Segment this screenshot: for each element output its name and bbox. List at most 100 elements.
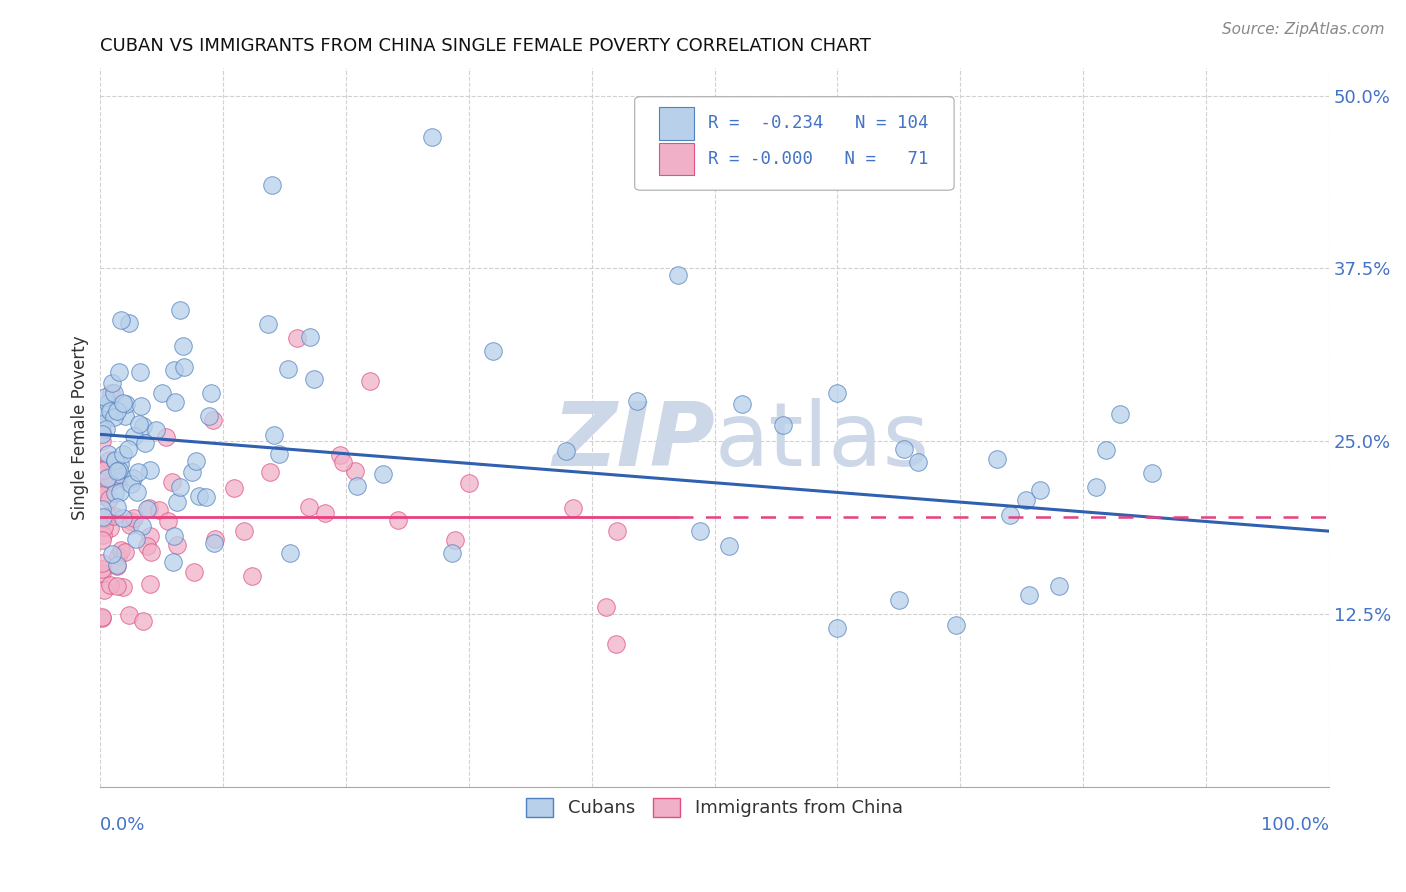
Point bbox=[103, 386, 125, 401]
Point bbox=[101, 376, 124, 391]
Point bbox=[112, 580, 135, 594]
Point bbox=[184, 453, 207, 467]
Text: atlas: atlas bbox=[714, 399, 929, 485]
Point bbox=[93, 520, 115, 534]
Point bbox=[162, 475, 184, 489]
Text: ZIP: ZIP bbox=[551, 399, 714, 485]
Text: CUBAN VS IMMIGRANTS FROM CHINA SINGLE FEMALE POVERTY CORRELATION CHART: CUBAN VS IMMIGRANTS FROM CHINA SINGLE FE… bbox=[100, 37, 872, 55]
Point bbox=[122, 511, 145, 525]
Point bbox=[606, 524, 628, 538]
Point bbox=[157, 514, 180, 528]
Point bbox=[110, 313, 132, 327]
Point bbox=[689, 524, 711, 539]
Point bbox=[562, 501, 585, 516]
Point bbox=[1018, 589, 1040, 603]
Point bbox=[256, 317, 278, 331]
Point bbox=[165, 394, 187, 409]
Point bbox=[731, 397, 754, 411]
Point bbox=[91, 482, 114, 496]
Point bbox=[259, 465, 281, 479]
Point bbox=[204, 532, 226, 546]
Point bbox=[98, 578, 121, 592]
Point bbox=[124, 428, 146, 442]
Point bbox=[118, 518, 141, 533]
Point bbox=[97, 447, 120, 461]
Point bbox=[267, 447, 290, 461]
Point bbox=[155, 430, 177, 444]
Point bbox=[98, 404, 121, 418]
Point bbox=[371, 467, 394, 481]
Point bbox=[1109, 407, 1132, 421]
Point bbox=[166, 538, 188, 552]
Point bbox=[302, 372, 325, 386]
Point bbox=[887, 593, 910, 607]
Point bbox=[104, 454, 127, 468]
Point bbox=[100, 402, 122, 417]
Point bbox=[110, 543, 132, 558]
Point bbox=[104, 486, 127, 500]
Point bbox=[120, 514, 142, 528]
Point bbox=[134, 436, 156, 450]
Point bbox=[1015, 492, 1038, 507]
Point bbox=[986, 452, 1008, 467]
Point bbox=[129, 399, 152, 413]
Point bbox=[1095, 442, 1118, 457]
Point bbox=[420, 130, 443, 145]
Point bbox=[827, 385, 849, 400]
Point bbox=[105, 464, 128, 478]
Point bbox=[108, 467, 131, 481]
Point bbox=[110, 485, 132, 500]
Point bbox=[91, 426, 114, 441]
Point bbox=[893, 442, 915, 457]
Point bbox=[90, 502, 112, 516]
Bar bbox=[659, 107, 693, 139]
Point bbox=[112, 447, 135, 461]
Point bbox=[114, 409, 136, 424]
Point bbox=[188, 489, 211, 503]
Point bbox=[222, 482, 245, 496]
Point bbox=[131, 519, 153, 533]
Point bbox=[198, 409, 221, 423]
Point bbox=[298, 500, 321, 514]
Point bbox=[1047, 579, 1070, 593]
Point bbox=[118, 607, 141, 622]
Point bbox=[105, 558, 128, 573]
Point bbox=[163, 529, 186, 543]
Point bbox=[440, 546, 463, 560]
Point bbox=[100, 547, 122, 561]
Point bbox=[93, 390, 115, 404]
Point bbox=[132, 615, 155, 629]
Point bbox=[114, 544, 136, 558]
Point bbox=[105, 500, 128, 515]
Point bbox=[717, 539, 740, 553]
Point bbox=[666, 268, 689, 283]
Point bbox=[1029, 483, 1052, 498]
Point bbox=[107, 549, 129, 563]
Point bbox=[122, 471, 145, 485]
Point bbox=[108, 365, 131, 379]
Text: 100.0%: 100.0% bbox=[1261, 815, 1329, 834]
Point bbox=[136, 502, 159, 516]
Point bbox=[329, 448, 352, 462]
Point bbox=[240, 569, 263, 583]
Point bbox=[91, 528, 114, 542]
Point bbox=[145, 423, 167, 437]
Point bbox=[97, 395, 120, 409]
Point bbox=[998, 508, 1021, 522]
Point bbox=[101, 471, 124, 485]
Point bbox=[359, 374, 381, 388]
Point bbox=[278, 545, 301, 559]
Point bbox=[457, 475, 479, 490]
Point bbox=[90, 566, 112, 580]
Point bbox=[195, 490, 218, 504]
Point bbox=[285, 330, 308, 344]
Point bbox=[103, 409, 125, 424]
Point bbox=[93, 582, 115, 597]
Point bbox=[90, 561, 112, 575]
Point bbox=[91, 434, 114, 448]
Point bbox=[91, 510, 114, 524]
Point bbox=[120, 477, 142, 491]
Point bbox=[166, 495, 188, 509]
Bar bbox=[659, 143, 693, 176]
Point bbox=[93, 462, 115, 476]
